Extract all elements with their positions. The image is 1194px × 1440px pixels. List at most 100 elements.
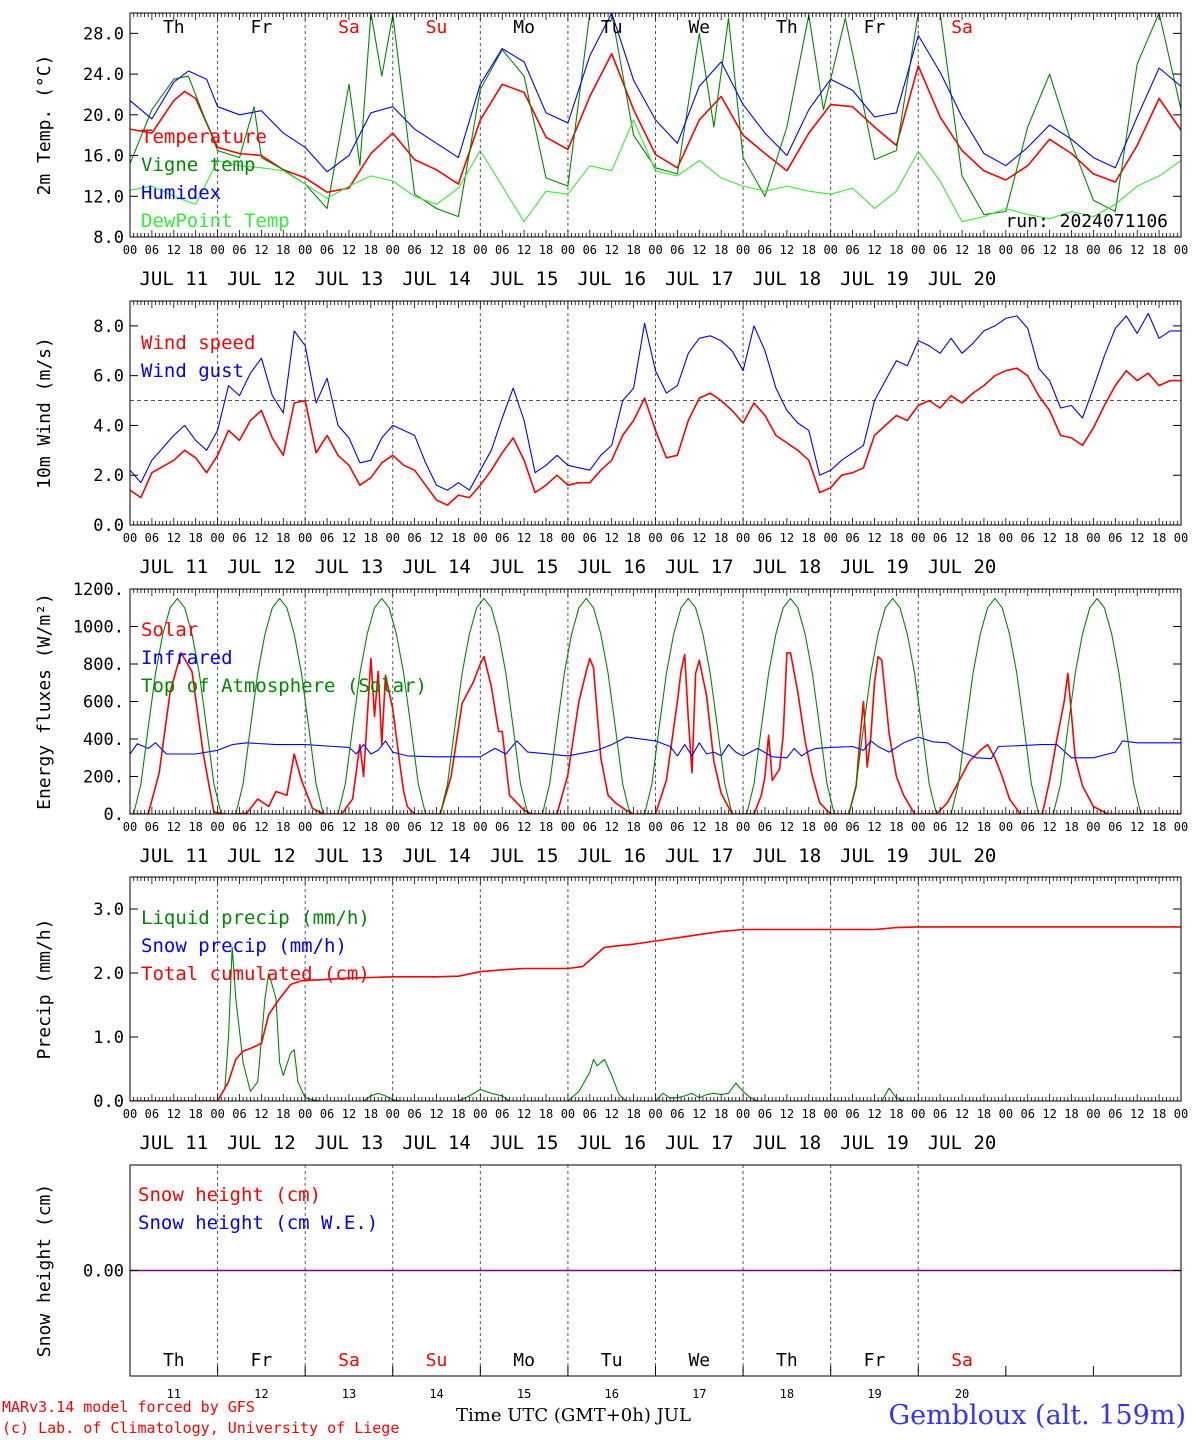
hour-tick-label: 00 — [736, 531, 750, 545]
hour-tick-label: 18 — [539, 243, 553, 257]
hour-tick-label: 12 — [517, 1107, 531, 1121]
hour-tick-label: 00 — [298, 531, 312, 545]
y-tick-label: 24.0 — [83, 65, 124, 85]
top-of-atmosphere-solar-line — [130, 597, 1181, 814]
hour-tick-label: 18 — [626, 820, 640, 834]
date-label: JUL 19 — [840, 845, 909, 867]
date-label: JUL 13 — [315, 268, 384, 290]
hour-tick-label: 18 — [364, 820, 378, 834]
date-label: JUL 11 — [139, 845, 208, 867]
day-number-label: 20 — [955, 1387, 969, 1401]
date-label: JUL 18 — [753, 268, 822, 290]
hour-tick-label: 18 — [889, 531, 903, 545]
hour-tick-label: 06 — [407, 820, 421, 834]
date-label: JUL 17 — [665, 845, 734, 867]
legend-entry: Vigne temp — [141, 154, 255, 176]
hour-tick-label: 06 — [583, 531, 597, 545]
date-label: JUL 20 — [928, 1132, 997, 1154]
hour-tick-label: 18 — [188, 243, 202, 257]
y-tick-label: 0. — [104, 805, 124, 825]
hour-tick-label: 18 — [188, 531, 202, 545]
date-label: JUL 15 — [490, 556, 559, 578]
hour-tick-label: 18 — [451, 1107, 465, 1121]
date-label: JUL 15 — [490, 845, 559, 867]
hour-tick-label: 18 — [276, 1107, 290, 1121]
hour-tick-label: 00 — [911, 820, 925, 834]
hour-tick-label: 18 — [977, 820, 991, 834]
hour-tick-label: 12 — [867, 1107, 881, 1121]
hour-tick-label: 12 — [780, 531, 794, 545]
hour-tick-label: 12 — [254, 1107, 268, 1121]
hour-tick-label: 12 — [1042, 820, 1056, 834]
hour-tick-label: 00 — [298, 820, 312, 834]
legend-entry: Snow height (cm) — [138, 1184, 321, 1206]
hour-tick-label: 06 — [1021, 243, 1035, 257]
y-tick-label: 0.0 — [93, 1092, 124, 1112]
hour-tick-label: 00 — [1086, 531, 1100, 545]
legend-entry: Wind gust — [141, 360, 244, 382]
weekday-label: Mo — [513, 1350, 535, 1371]
panel-frame — [129, 300, 1182, 526]
hour-tick-label: 18 — [1152, 531, 1166, 545]
run-label: run: 2024071106 — [1005, 211, 1168, 232]
hour-tick-label: 06 — [1108, 531, 1122, 545]
hour-tick-label: 12 — [517, 820, 531, 834]
hour-tick-label: 12 — [342, 1107, 356, 1121]
y-tick-label: 600. — [83, 693, 124, 713]
date-label: JUL 19 — [840, 556, 909, 578]
date-label: JUL 16 — [577, 845, 646, 867]
y-tick-label: 1200. — [73, 580, 124, 600]
hour-tick-label: 06 — [145, 1107, 159, 1121]
date-label: JUL 20 — [928, 268, 997, 290]
hour-tick-label: 00 — [736, 820, 750, 834]
hour-tick-label: 06 — [1021, 820, 1035, 834]
model-credit: MARv3.14 model forced by GFS — [2, 1398, 255, 1416]
hour-tick-label: 12 — [780, 820, 794, 834]
hour-tick-label: 00 — [123, 243, 137, 257]
hour-tick-label: 18 — [451, 531, 465, 545]
y-tick-label: 2.0 — [93, 964, 124, 984]
legend-entry: Total cumulated (cm) — [141, 963, 370, 985]
hour-tick-label: 00 — [123, 531, 137, 545]
y-tick-label: 28.0 — [83, 24, 124, 44]
y-tick-label: 8.0 — [93, 228, 124, 248]
hour-tick-label: 00 — [911, 243, 925, 257]
weekday-label: We — [688, 17, 710, 38]
y-tick-label: 0.0 — [93, 516, 124, 536]
hour-tick-label: 06 — [495, 531, 509, 545]
hour-tick-label: 06 — [407, 531, 421, 545]
hour-tick-label: 18 — [364, 243, 378, 257]
hour-tick-label: 12 — [867, 820, 881, 834]
hour-tick-label: 18 — [451, 243, 465, 257]
hour-tick-label: 00 — [561, 820, 575, 834]
hour-tick-label: 12 — [1042, 531, 1056, 545]
hour-tick-label: 12 — [955, 243, 969, 257]
legend-entry: DewPoint Temp — [141, 210, 290, 232]
panel-frame — [129, 12, 1182, 238]
hour-tick-label: 06 — [232, 531, 246, 545]
hour-tick-label: 06 — [845, 820, 859, 834]
legend-entry: Top of Atmosphere (Solar) — [141, 675, 427, 697]
hour-tick-label: 00 — [823, 531, 837, 545]
legend-entry: Snow precip (mm/h) — [141, 935, 347, 957]
hour-tick-label: 00 — [1174, 1107, 1188, 1121]
y-tick-label: 1000. — [73, 618, 124, 638]
hour-tick-label: 12 — [254, 531, 268, 545]
date-label: JUL 15 — [490, 1132, 559, 1154]
hour-tick-label: 12 — [867, 243, 881, 257]
hour-tick-label: 12 — [342, 531, 356, 545]
y-axis-title: 10m Wind (m/s) — [34, 337, 55, 489]
hour-tick-label: 00 — [823, 1107, 837, 1121]
y-tick-label: 0.00 — [83, 1262, 124, 1282]
hour-tick-label: 18 — [977, 531, 991, 545]
weekday-label: Tu — [601, 1350, 623, 1371]
hour-tick-label: 00 — [999, 820, 1013, 834]
hour-tick-label: 12 — [604, 820, 618, 834]
hour-tick-label: 18 — [626, 243, 640, 257]
date-label: JUL 12 — [227, 268, 296, 290]
hour-tick-label: 06 — [845, 1107, 859, 1121]
hour-tick-label: 12 — [167, 243, 181, 257]
hour-tick-label: 12 — [1042, 1107, 1056, 1121]
hour-tick-label: 00 — [473, 820, 487, 834]
hour-tick-label: 06 — [933, 243, 947, 257]
